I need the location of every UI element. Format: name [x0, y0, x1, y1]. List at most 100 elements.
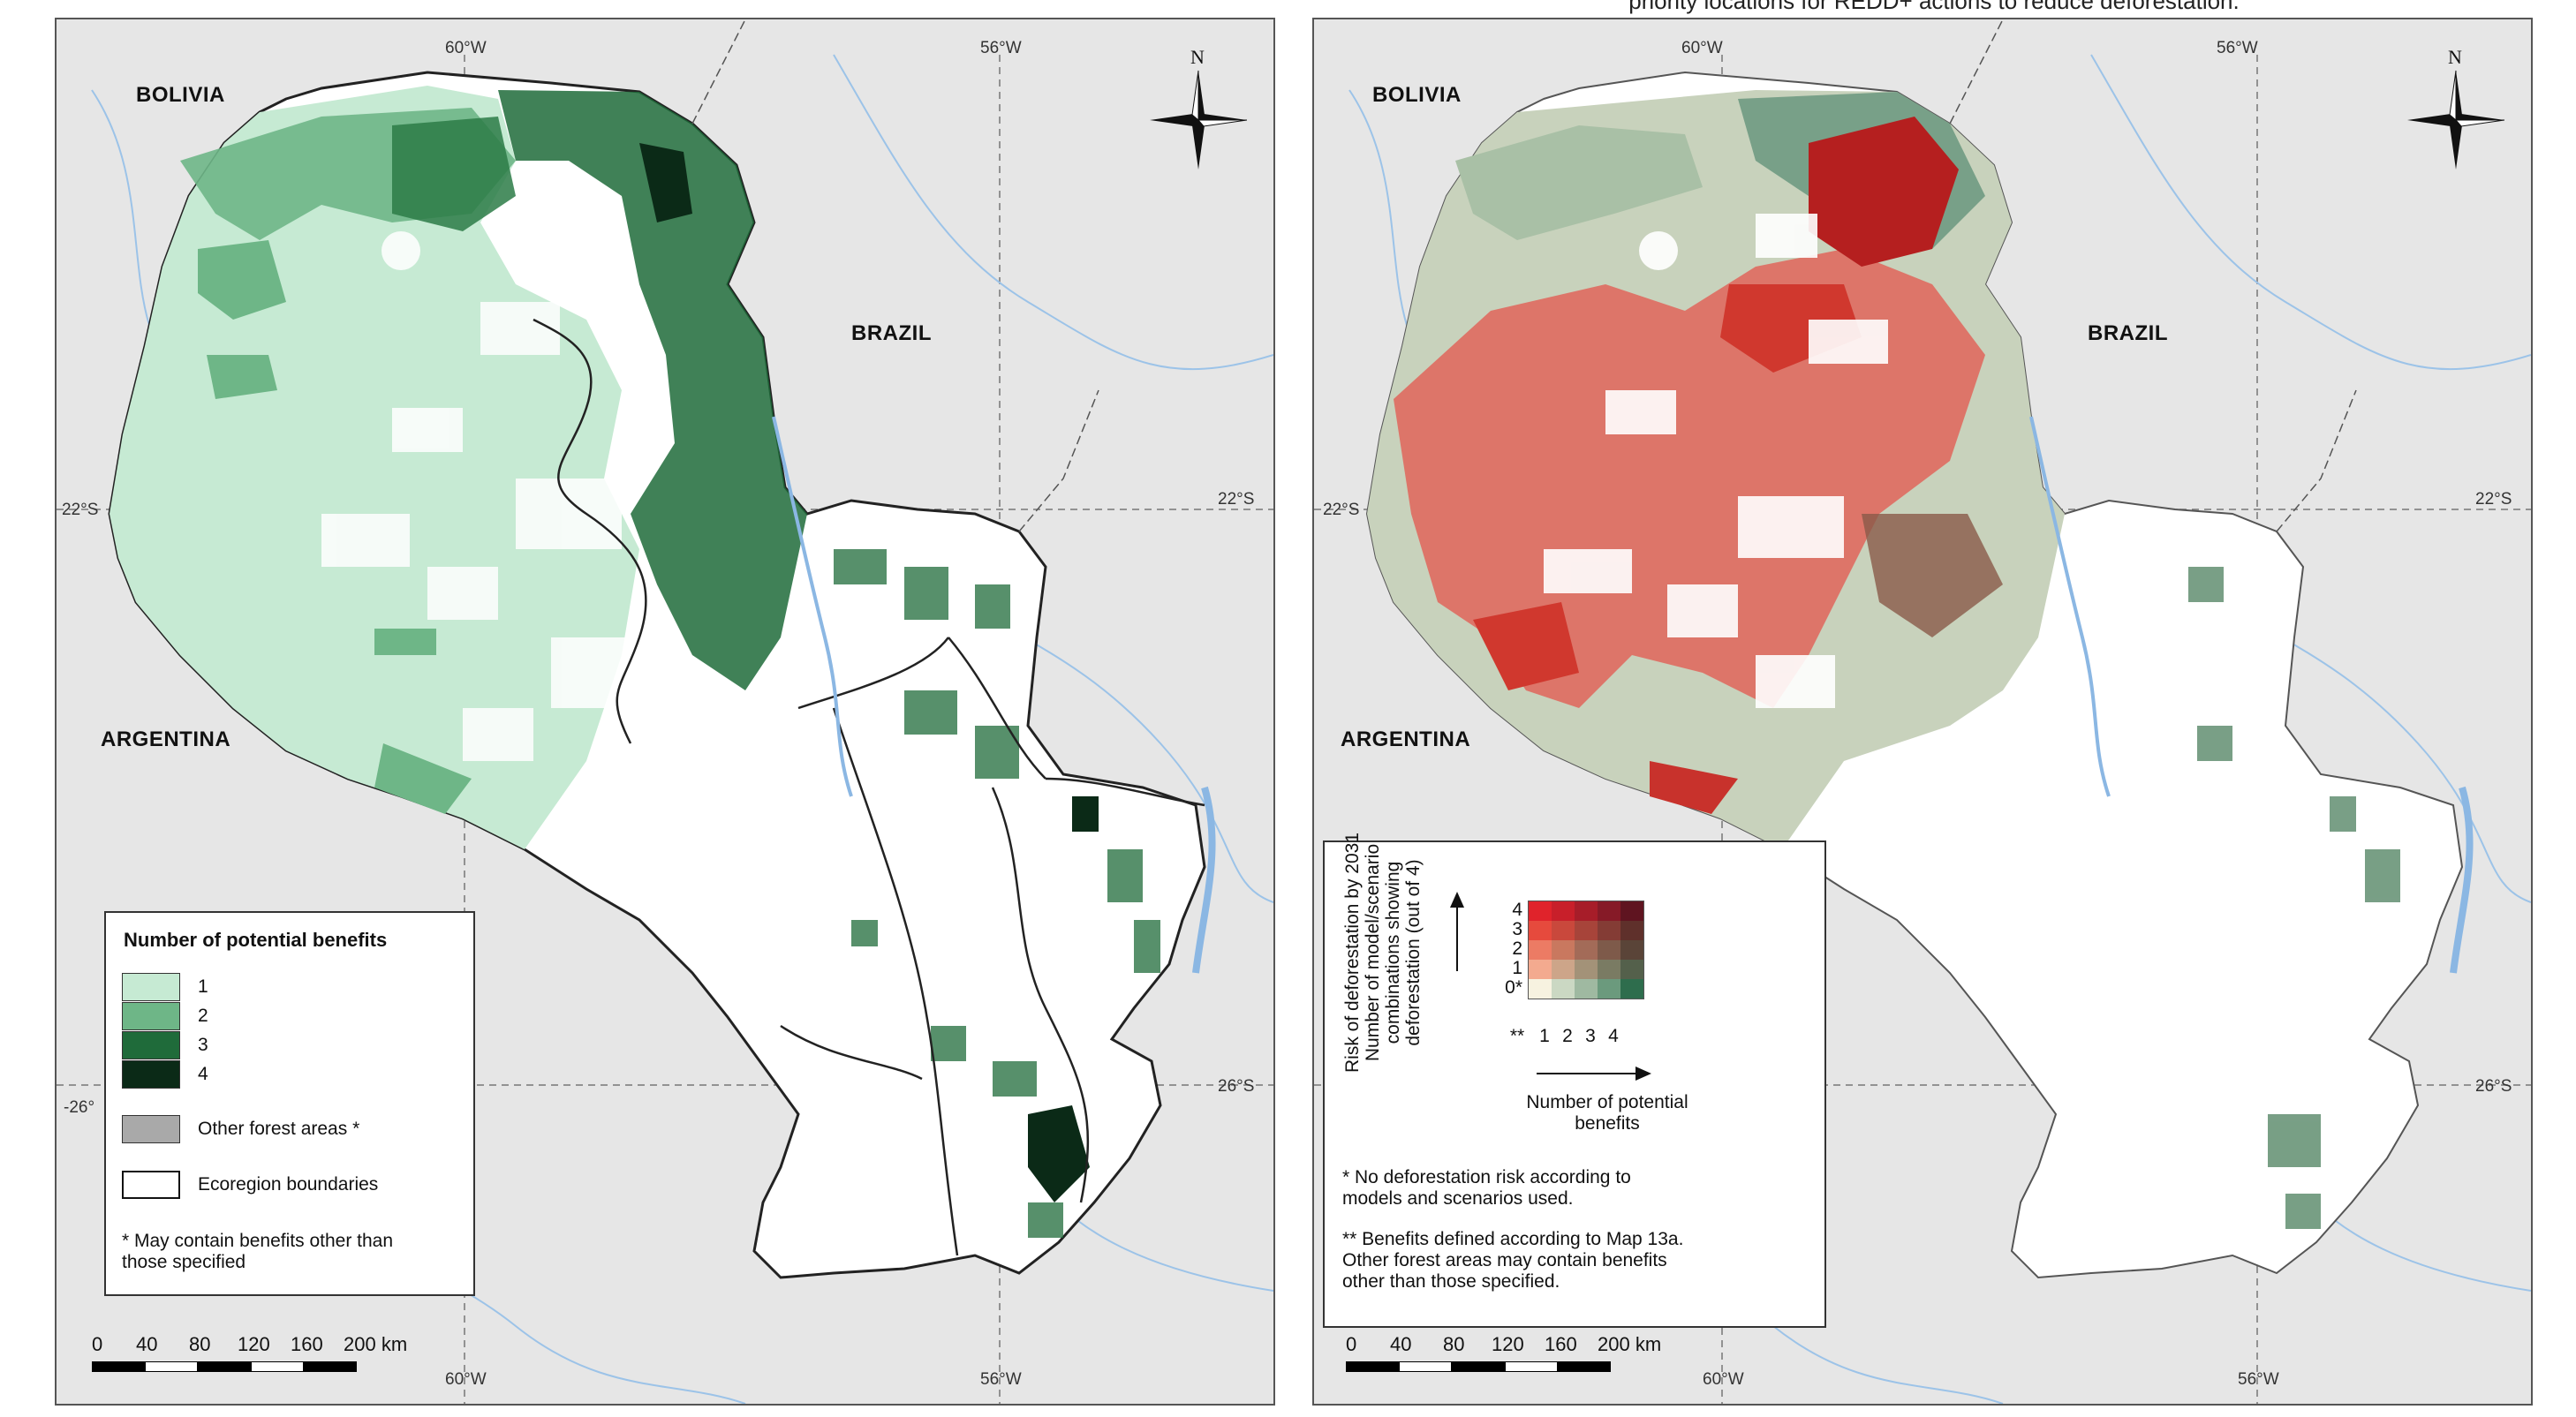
coord-right-26s: 26°S: [2475, 1077, 2512, 1096]
grid-cell: [1552, 979, 1575, 999]
right-scale-bar: 0 40 80 120 160 200 km: [1346, 1333, 1664, 1372]
grid-cell: [1598, 921, 1620, 940]
left-scale-bar: 0 40 80 120 160 200 km: [92, 1333, 410, 1372]
legend-swatch-4: [122, 1060, 180, 1089]
border-line: [1949, 19, 2004, 124]
grid-cell: [1620, 901, 1643, 921]
coord-left-26: -26°: [64, 1098, 95, 1117]
grid-cell: [1575, 901, 1598, 921]
scale-label: 40: [136, 1333, 158, 1355]
north-label: N: [1190, 46, 1205, 68]
scale-label: 0: [92, 1333, 103, 1355]
paraguay-river: [2029, 416, 2111, 797]
north-arrow: N: [1150, 46, 1247, 178]
benefit-3-zone: [392, 117, 516, 231]
row-label: 1: [1512, 958, 1522, 978]
benefit-axis-line-1: Number of potential: [1526, 1092, 1688, 1112]
legend-item-4: 4: [122, 1060, 208, 1089]
grid-cell: [1598, 940, 1620, 960]
scale-label: 40: [1390, 1333, 1412, 1355]
grid-cell: [1552, 921, 1575, 940]
col-label: 4: [1608, 1026, 1619, 1046]
benefit-4-zone: [639, 143, 692, 222]
coord-bottom-56w: 56°W: [980, 1370, 1022, 1389]
benefit-2-zone: [374, 629, 436, 655]
col-label: **: [1509, 1026, 1525, 1046]
grid-cell: [1529, 960, 1552, 979]
cleared-areas: [321, 196, 631, 761]
mixed-risk-zone: [1862, 514, 2003, 637]
arrow-right-icon: [1537, 1067, 1651, 1081]
cleared-areas: [1544, 214, 1888, 708]
benefit-axis-line-2: benefits: [1575, 1113, 1640, 1134]
grid-cell: [1575, 940, 1598, 960]
grid-cell: [1575, 960, 1598, 979]
coord-left-22s: 22°S: [62, 501, 99, 519]
legend-footnote-line-1: * May contain benefits other than: [122, 1231, 394, 1251]
risk-axis-line-2: Number of model/scenario: [1363, 843, 1383, 1062]
left-map-panel: BOLIVIA BRAZIL ARGENTINA 60°W 56°W 22°S …: [55, 18, 1275, 1406]
benefit-4-zone: [1072, 796, 1099, 832]
grid-cell: [1620, 921, 1643, 940]
label-brazil: BRAZIL: [851, 321, 932, 345]
risk-note-2-line-3: other than those specified.: [1342, 1271, 1560, 1292]
compass-icon: [2407, 70, 2504, 170]
coord-top-60w: 60°W: [445, 39, 487, 57]
legend-label-1: 1: [198, 976, 208, 997]
coord-bottom-60w: 60°W: [445, 1370, 487, 1389]
scale-label: 0: [1346, 1333, 1357, 1355]
benefit-axis-label: Number of potential benefits: [1501, 1092, 1713, 1134]
risk-note-2: ** Benefits defined according to Map 13a…: [1342, 1229, 1683, 1293]
grid-cell: [1552, 901, 1575, 921]
grid-cell: [1575, 979, 1598, 999]
parana-river: [2450, 786, 2474, 974]
benefit-scatter: [2188, 567, 2400, 1229]
legend-label-4: 4: [198, 1064, 208, 1084]
grid-cell: [1620, 979, 1643, 999]
benefit-3-zone: [498, 90, 807, 690]
bivariate-color-grid: [1528, 901, 1644, 999]
right-map-panel: BOLIVIA BRAZIL ARGENTINA 60°W 56°W 22°S …: [1312, 18, 2533, 1406]
risk-note-1-line-2: models and scenarios used.: [1342, 1188, 1574, 1209]
row-label: 2: [1512, 938, 1522, 959]
legend-title: Number of potential benefits: [124, 929, 388, 951]
row-label: 0*: [1505, 977, 1522, 998]
grid-cell: [1529, 901, 1552, 921]
label-argentina: ARGENTINA: [101, 727, 231, 751]
grid-cell: [1552, 940, 1575, 960]
north-label: N: [2448, 46, 2462, 68]
coord-right-22s: 22°S: [2475, 490, 2512, 509]
scale-label: 200 km: [344, 1333, 408, 1355]
right-map-canvas: [1314, 19, 2531, 1404]
grid-cell: [1620, 940, 1643, 960]
grid-cell: [1529, 921, 1552, 940]
parana-river: [1192, 786, 1216, 974]
benefit-low-risk-zone: [1455, 125, 1703, 240]
row-label: 3: [1512, 919, 1522, 939]
legend-label-2: 2: [198, 1006, 208, 1026]
coord-right-22s: 22°S: [1218, 490, 1255, 509]
benefit-2-zone: [198, 240, 286, 320]
grid-cell: [1552, 960, 1575, 979]
legend-label-3: 3: [198, 1035, 208, 1055]
coord-left-22s: 22°S: [1323, 501, 1360, 519]
high-risk-zone: [1650, 761, 1738, 814]
paraguay-river: [772, 416, 853, 797]
left-map-canvas: [57, 19, 1273, 1404]
border-line: [691, 19, 746, 124]
risk-axis-line-1: Risk of deforestation by 2031: [1342, 833, 1363, 1073]
label-bolivia: BOLIVIA: [136, 83, 225, 107]
legend-swatch-3: [122, 1031, 180, 1059]
row-label: 4: [1512, 900, 1522, 920]
legend-ecoregion: Ecoregion boundaries: [122, 1171, 378, 1199]
scale-label: 200 km: [1598, 1333, 1662, 1355]
risk-legend: Risk of deforestation by 2031 Number of …: [1323, 833, 1826, 1328]
coord-top-56w: 56°W: [2217, 39, 2258, 57]
scale-label: 120: [1492, 1333, 1524, 1355]
label-brazil: BRAZIL: [2088, 321, 2168, 345]
river: [833, 54, 1273, 371]
risk-note-1: * No deforestation risk according to mod…: [1342, 1167, 1631, 1210]
grid-cell: [1598, 901, 1620, 921]
legend-item-3: 3: [122, 1031, 208, 1059]
river: [2090, 54, 2531, 371]
